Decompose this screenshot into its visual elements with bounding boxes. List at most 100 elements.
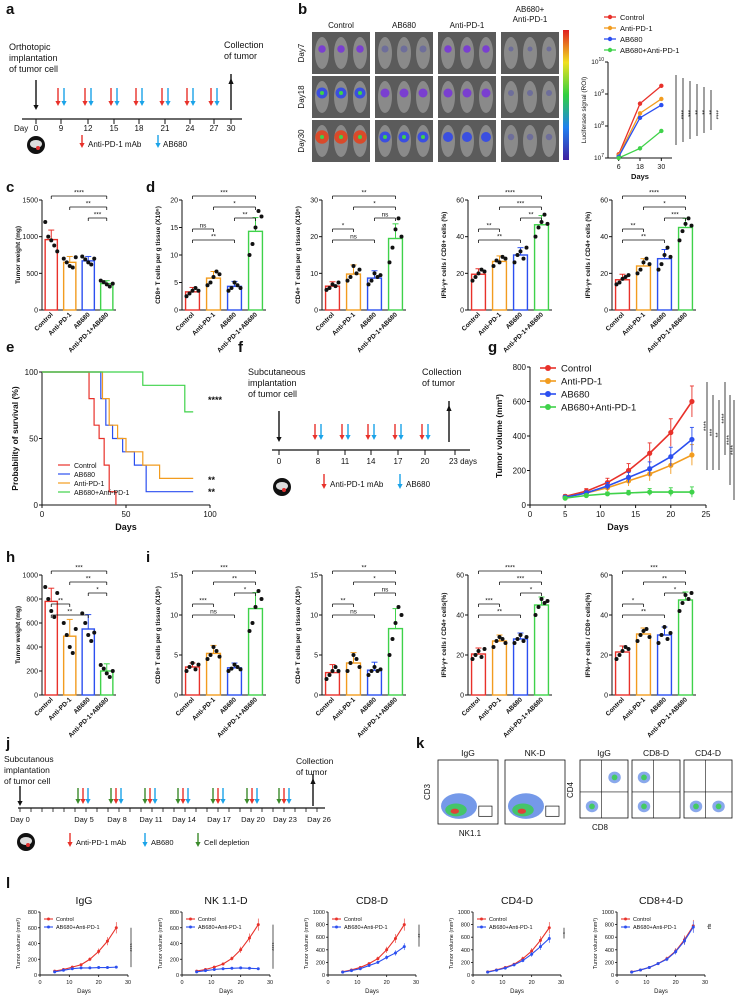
- flow-cd4-d-title: CD4-D: [695, 748, 721, 758]
- panel-b-col-header: Control: [328, 21, 354, 30]
- panel-f-pd1-arrow-head: [339, 435, 345, 440]
- panel-l-3-series-point: [503, 966, 507, 970]
- panel-i2-data-point: [396, 605, 401, 609]
- panel-c-data-point: [43, 220, 48, 224]
- panel-i2-ytick-label: 10: [310, 613, 318, 620]
- panel-i3-data-point: [476, 649, 481, 653]
- panel-j-tick-label: Day 23: [273, 815, 297, 824]
- panel-b-sig-label: **: [705, 110, 711, 115]
- panel-l-4-title: CD8+4-D: [639, 895, 683, 907]
- panel-l-3-series-point: [494, 968, 498, 972]
- panel-h-sig-label: ***: [75, 565, 83, 572]
- panel-c-sig-label: ***: [94, 212, 102, 219]
- panel-d4-data-point: [623, 275, 628, 279]
- panel-a-ab680-arrow-head: [61, 101, 67, 106]
- panel-i1-data-point: [211, 645, 216, 649]
- panel-d2-data-point: [327, 286, 332, 290]
- panel-c-sig-label: ****: [74, 190, 85, 197]
- panel-l-0-xlabel: Days: [77, 989, 91, 995]
- panel-j-tick-label: Day 26: [307, 815, 331, 824]
- panel-l-2-ytick-label: 1000: [313, 910, 325, 916]
- panel-f-mouse-icon-body: [276, 482, 288, 490]
- panel-e-ytick-label: 50: [29, 435, 38, 444]
- panel-d1-sig-label: **: [211, 234, 217, 241]
- panel-d4-data-point: [635, 271, 640, 276]
- panel-b-legend-marker: [607, 14, 613, 20]
- panel-i3-data-point: [497, 635, 502, 639]
- panel-c-ytick-label: 1500: [22, 198, 38, 205]
- panel-d3-data-point: [542, 212, 547, 217]
- panel-d3-ytick-label: 0: [460, 308, 464, 315]
- panel-b-xlabel: Days: [631, 172, 649, 181]
- panel-i2-data-point: [348, 661, 353, 665]
- panel-g-series-point: [668, 454, 674, 460]
- panel-l-3-xtick-label: 0: [471, 980, 474, 986]
- panel-d2-data-point: [399, 234, 404, 239]
- panel-e-ylabel: Probability of survival (%): [10, 386, 20, 491]
- panel-l-2-title: CD8-D: [356, 895, 389, 907]
- mouse-silhouette: [523, 125, 537, 157]
- panel-l-4-series-point: [656, 962, 660, 966]
- panel-h-data-point: [89, 639, 94, 643]
- panel-d3-category-label: Anti-PD-1+AB680: [502, 311, 545, 354]
- panel-d4-ytick-label: 60: [600, 198, 608, 205]
- panel-g-xtick-label: 5: [563, 510, 568, 519]
- panel-g-legend-label: AB680: [561, 390, 590, 401]
- panel-l-2-series-point: [367, 964, 371, 968]
- panel-i3-ytick-label: 0: [460, 693, 464, 700]
- panel-f-collection-label: of tumor: [422, 378, 455, 388]
- panel-l-1-xtick-label: 20: [238, 980, 244, 986]
- panel-g-series-point: [689, 436, 695, 443]
- panel-f-legend-ab680-arrow-head: [397, 484, 403, 489]
- panel-j-pd1-arrow-head: [113, 799, 119, 804]
- panel-j-implant-arrow-head: [17, 801, 23, 806]
- panel-i2-data-point: [333, 665, 338, 669]
- panel-d1-category-label: AB680: [219, 311, 239, 331]
- legend-pd1-arrow-icon-head: [79, 143, 85, 148]
- panel-i3-data-point: [524, 635, 529, 639]
- panel-g-series-point: [583, 492, 589, 499]
- panel-h-data-point: [80, 611, 85, 616]
- panel-l-1-legend-combo: AB680+Anti-PD-1: [198, 925, 242, 931]
- panel-a-ab680-arrow-head: [190, 101, 196, 106]
- panel-e-xtick-label: 0: [40, 510, 45, 519]
- panel-l-1-series-point: [195, 970, 199, 974]
- panel-l-2-series-point: [376, 960, 380, 964]
- panel-c-data-point: [73, 255, 78, 260]
- panel-g-series-point: [562, 495, 568, 501]
- panel-i4-category-label: Anti-PD-1: [621, 696, 647, 722]
- panel-i1-sig-label: **: [232, 576, 238, 583]
- panel-l-0-series-point: [105, 966, 109, 970]
- panel-d3-ylabel: IFN-γ+ cells / CD8+ cells (%): [441, 212, 448, 299]
- panel-a-ab680-arrow-head: [165, 101, 171, 106]
- panel-i1-sig-label: ***: [199, 598, 207, 605]
- panel-l-3-ytick-label: 400: [461, 948, 470, 954]
- panel-j-ab680-arrow-head: [85, 799, 91, 804]
- panel-h-sig-label: *: [96, 587, 99, 594]
- panel-a-tick-label: 21: [161, 124, 170, 133]
- flow-cd4-d-population-core: [715, 803, 722, 810]
- panel-i3-data-point: [494, 639, 499, 643]
- panel-l-2-ytick-label: 400: [316, 948, 325, 954]
- mouse-silhouette: [504, 81, 518, 113]
- panel-i2-data-point: [390, 637, 395, 641]
- panel-c-data-point: [80, 254, 85, 259]
- panel-c-data-point: [98, 278, 103, 283]
- panel-d4-data-point: [683, 221, 688, 226]
- panel-h-data-point: [64, 633, 69, 637]
- panel-d1-data-point: [250, 242, 255, 246]
- panel-g-xtick-label: 20: [666, 510, 675, 519]
- panel-l-3-title: CD4-D: [501, 895, 534, 907]
- panel-d2-data-point: [378, 273, 383, 278]
- panel-f-ab680-arrow-head: [318, 435, 324, 440]
- mouse-silhouette: [523, 81, 537, 113]
- panel-d4-data-point: [677, 238, 682, 243]
- mouse-silhouette: [441, 37, 455, 69]
- panel-i3-data-point: [533, 613, 538, 617]
- panel-d1-data-point: [238, 286, 243, 290]
- panel-a-legend-ab680: AB680: [163, 140, 188, 149]
- panel-d4-data-point: [656, 267, 661, 272]
- panel-b-series-point: [659, 96, 664, 102]
- panel-l-0-series-point: [97, 949, 101, 953]
- panel-l-4-ytick-label: 1000: [602, 910, 614, 916]
